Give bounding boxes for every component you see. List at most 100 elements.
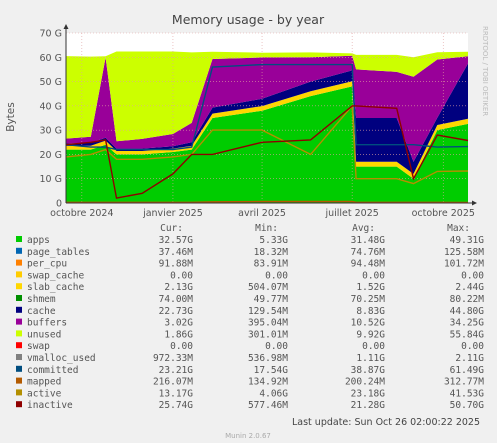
plot-area: 0 10 G 20 G 30 G 40 G 50 G 60 G 70 G octobre 202…	[40, 24, 477, 219]
legend-cur-per_cpu: 91.88M	[159, 259, 194, 270]
last-update: Last update: Sun Oct 26 02:00:22 2025	[292, 417, 480, 428]
legend-min-cache: 129.54M	[248, 306, 288, 317]
legend-name-page_tables: page_tables	[27, 247, 90, 258]
rrdtool-credit: RRDTOOL / TOBI OETIKER	[481, 26, 489, 116]
legend-min-slab_cache: 504.07M	[248, 282, 288, 293]
legend-swatch-cache	[16, 306, 22, 313]
legend-swatch-shmem	[16, 295, 22, 301]
area-buffers	[66, 55, 468, 162]
legend-cur-mapped: 216.07M	[153, 377, 193, 388]
legend-max-swap_cache: 0.00	[461, 270, 484, 281]
x-tick-label: juillet 2025	[324, 208, 378, 219]
legend-swatch-page_tables	[16, 247, 22, 254]
legend-name-inactive: inactive	[27, 400, 73, 411]
legend-max-apps: 49.31G	[450, 235, 485, 246]
legend-name-mapped: mapped	[27, 377, 61, 388]
chart-title: Memory usage - by year	[172, 12, 325, 27]
legend-avg-shmem: 70.25M	[351, 294, 386, 305]
legend-swatch-swap_cache	[16, 271, 22, 278]
legend-swatch-mapped	[16, 377, 22, 384]
legend-cur-apps: 32.57G	[159, 235, 194, 246]
legend-avg-page_tables: 74.76M	[351, 247, 386, 258]
legend-min-shmem: 49.77M	[254, 294, 289, 305]
legend-name-swap: swap	[27, 341, 50, 352]
legend-swatch-apps	[16, 236, 22, 242]
legend-swatch-active	[16, 389, 22, 396]
legend-swatch-inactive	[16, 401, 22, 408]
x-tick-label: octobre 2025	[412, 208, 475, 219]
legend-cur-swap: 0.00	[170, 341, 193, 352]
legend-min-mapped: 134.92M	[248, 377, 288, 388]
legend-name-per_cpu: per_cpu	[27, 259, 67, 270]
line-active	[65, 104, 469, 185]
legend-min-unused: 301.01M	[248, 329, 288, 340]
legend-avg-buffers: 10.52G	[351, 318, 386, 329]
y-tick-label: 40 G	[40, 101, 62, 112]
line-inactive	[65, 105, 469, 199]
legend-name-vmalloc_used: vmalloc_used	[27, 353, 96, 364]
legend-name-shmem: shmem	[27, 294, 56, 305]
legend-avg-apps: 31.48G	[351, 235, 386, 246]
legend-max-vmalloc_used: 2.11G	[455, 353, 484, 364]
legend-swatch-slab_cache	[16, 283, 22, 290]
legend-swatch-unused	[16, 330, 22, 337]
legend-min-apps: 5.33G	[259, 235, 288, 246]
y-tick-label: 30 G	[40, 126, 62, 137]
legend-header-min: Min:	[255, 223, 278, 234]
legend-swatch-swap	[16, 342, 22, 349]
x-tick-label: janvier 2025	[142, 208, 203, 219]
legend-avg-slab_cache: 1.52G	[356, 282, 385, 293]
legend-header-max: Max:	[447, 223, 470, 234]
legend-table: Cur: Min: Avg: Max: apps 32.57G 5.33G 31.48G 49.…	[16, 223, 484, 411]
legend-max-swap: 0.00	[461, 341, 484, 352]
legend-name-cache: cache	[27, 306, 56, 317]
legend-max-unused: 55.84G	[450, 329, 485, 340]
x-axis-arrow	[472, 200, 477, 206]
munin-version: Munin 2.0.67	[225, 432, 271, 440]
legend-avg-swap_cache: 0.00	[362, 270, 385, 281]
legend-swatch-buffers	[16, 318, 22, 325]
legend-swatch-vmalloc_used	[16, 354, 22, 360]
legend-max-inactive: 50.70G	[450, 400, 485, 411]
legend-max-mapped: 312.77M	[444, 377, 484, 388]
legend-cur-buffers: 3.02G	[164, 318, 193, 329]
legend-cur-cache: 22.73G	[159, 306, 194, 317]
legend-avg-unused: 9.92G	[356, 329, 385, 340]
y-tick-label: 60 G	[40, 53, 62, 64]
y-tick-label: 10 G	[40, 174, 62, 185]
legend-name-unused: unused	[27, 329, 61, 340]
legend-max-buffers: 34.25G	[450, 318, 485, 329]
legend-cur-vmalloc_used: 972.33M	[153, 353, 193, 364]
legend-cur-swap_cache: 0.00	[170, 270, 193, 281]
legend-max-committed: 61.49G	[450, 365, 485, 376]
y-tick-label: 70 G	[40, 29, 62, 40]
legend-avg-active: 23.18G	[351, 388, 386, 399]
y-axis-label: Bytes	[5, 102, 17, 131]
legend-max-shmem: 80.22M	[450, 294, 485, 305]
legend-max-per_cpu: 101.72M	[444, 259, 484, 270]
legend-avg-mapped: 200.24M	[345, 377, 385, 388]
legend-name-buffers: buffers	[27, 318, 67, 329]
legend-name-active: active	[27, 388, 62, 399]
y-tick-label: 50 G	[40, 77, 62, 88]
legend-swatch-per_cpu	[16, 259, 22, 266]
legend-min-buffers: 395.04M	[248, 318, 288, 329]
y-tick-label: 20 G	[40, 150, 62, 161]
x-tick-label: octobre 2024	[50, 208, 113, 219]
legend-name-apps: apps	[27, 235, 50, 246]
legend-cur-page_tables: 37.46M	[159, 247, 194, 258]
legend-cur-active: 13.17G	[159, 388, 194, 399]
line-mapped	[66, 200, 469, 204]
legend-name-swap_cache: swap_cache	[27, 270, 84, 281]
legend-avg-inactive: 21.28G	[351, 400, 386, 411]
y-axis-arrow	[63, 24, 69, 29]
legend-cur-slab_cache: 2.13G	[164, 282, 193, 293]
legend-avg-vmalloc_used: 1.11G	[356, 353, 385, 364]
legend-avg-per_cpu: 94.48M	[351, 259, 386, 270]
legend-swatch-committed	[16, 365, 22, 372]
legend-avg-cache: 8.83G	[356, 306, 385, 317]
y-tick-label: 0	[56, 199, 62, 210]
legend-min-active: 4.06G	[259, 388, 288, 399]
legend-cur-committed: 23.21G	[159, 365, 194, 376]
